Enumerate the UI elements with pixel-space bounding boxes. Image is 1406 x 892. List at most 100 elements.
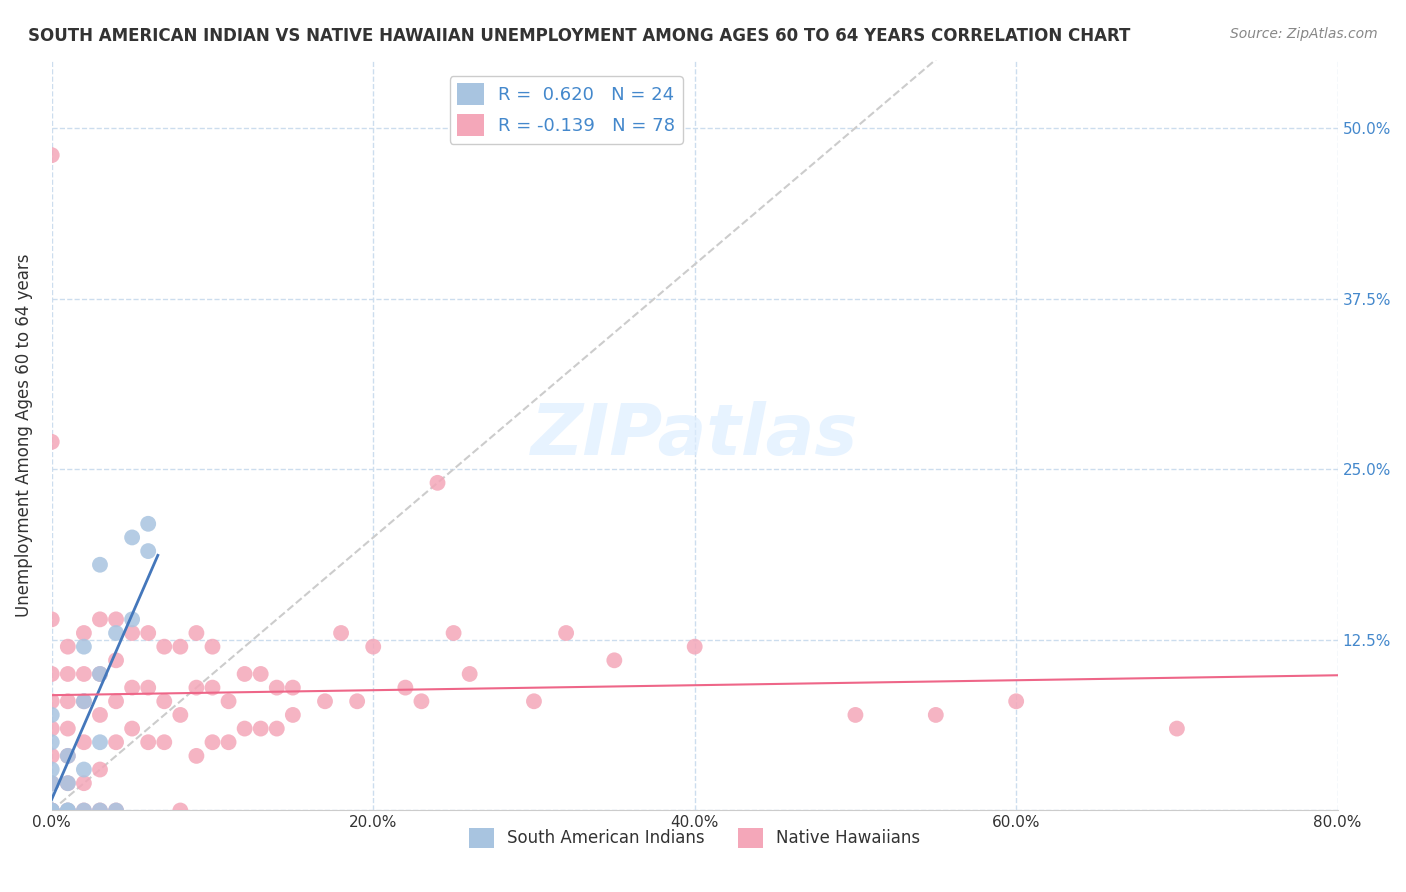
Point — [555, 626, 578, 640]
Point — [41, 804, 63, 818]
Point — [56, 776, 79, 790]
Point — [136, 681, 159, 695]
Point — [56, 776, 79, 790]
Point — [89, 558, 111, 572]
Point — [121, 722, 143, 736]
Point — [73, 626, 96, 640]
Point — [186, 681, 208, 695]
Point — [1005, 694, 1028, 708]
Point — [89, 763, 111, 777]
Point — [153, 640, 176, 654]
Point — [56, 804, 79, 818]
Point — [394, 681, 416, 695]
Point — [73, 735, 96, 749]
Point — [458, 667, 481, 681]
Point — [121, 626, 143, 640]
Point — [89, 735, 111, 749]
Point — [249, 722, 271, 736]
Point — [56, 804, 79, 818]
Point — [186, 748, 208, 763]
Point — [41, 763, 63, 777]
Point — [56, 804, 79, 818]
Point — [249, 667, 271, 681]
Point — [361, 640, 384, 654]
Point — [153, 735, 176, 749]
Point — [41, 776, 63, 790]
Point — [169, 804, 191, 818]
Point — [73, 804, 96, 818]
Point — [218, 694, 240, 708]
Point — [925, 707, 948, 722]
Point — [186, 626, 208, 640]
Point — [56, 667, 79, 681]
Point — [426, 475, 449, 490]
Point — [121, 681, 143, 695]
Point — [201, 640, 224, 654]
Point — [89, 667, 111, 681]
Point — [73, 763, 96, 777]
Point — [105, 804, 128, 818]
Point — [411, 694, 433, 708]
Point — [314, 694, 336, 708]
Point — [41, 722, 63, 736]
Y-axis label: Unemployment Among Ages 60 to 64 years: Unemployment Among Ages 60 to 64 years — [15, 253, 32, 616]
Point — [89, 804, 111, 818]
Point — [41, 776, 63, 790]
Point — [41, 735, 63, 749]
Point — [41, 804, 63, 818]
Point — [41, 612, 63, 626]
Point — [105, 612, 128, 626]
Point — [169, 707, 191, 722]
Point — [121, 531, 143, 545]
Point — [266, 681, 288, 695]
Point — [603, 653, 626, 667]
Point — [89, 667, 111, 681]
Point — [281, 707, 304, 722]
Point — [281, 681, 304, 695]
Text: ZIPatlas: ZIPatlas — [531, 401, 859, 469]
Point — [346, 694, 368, 708]
Point — [41, 667, 63, 681]
Point — [56, 722, 79, 736]
Point — [266, 722, 288, 736]
Point — [136, 544, 159, 558]
Point — [153, 694, 176, 708]
Point — [201, 681, 224, 695]
Point — [201, 735, 224, 749]
Point — [233, 722, 256, 736]
Point — [41, 748, 63, 763]
Point — [56, 748, 79, 763]
Point — [73, 667, 96, 681]
Point — [105, 735, 128, 749]
Point — [844, 707, 866, 722]
Point — [73, 640, 96, 654]
Point — [1166, 722, 1188, 736]
Point — [73, 694, 96, 708]
Point — [73, 694, 96, 708]
Point — [41, 804, 63, 818]
Text: Source: ZipAtlas.com: Source: ZipAtlas.com — [1230, 27, 1378, 41]
Point — [56, 694, 79, 708]
Point — [105, 694, 128, 708]
Text: SOUTH AMERICAN INDIAN VS NATIVE HAWAIIAN UNEMPLOYMENT AMONG AGES 60 TO 64 YEARS : SOUTH AMERICAN INDIAN VS NATIVE HAWAIIAN… — [28, 27, 1130, 45]
Point — [105, 653, 128, 667]
Point — [41, 434, 63, 449]
Point — [105, 804, 128, 818]
Point — [41, 148, 63, 162]
Point — [523, 694, 546, 708]
Point — [233, 667, 256, 681]
Point — [105, 626, 128, 640]
Point — [41, 707, 63, 722]
Point — [169, 640, 191, 654]
Legend: South American Indians, Native Hawaiians: South American Indians, Native Hawaiians — [463, 821, 927, 855]
Point — [41, 694, 63, 708]
Point — [136, 626, 159, 640]
Point — [683, 640, 706, 654]
Point — [41, 804, 63, 818]
Point — [89, 804, 111, 818]
Point — [136, 516, 159, 531]
Point — [121, 612, 143, 626]
Point — [218, 735, 240, 749]
Point — [136, 735, 159, 749]
Point — [73, 776, 96, 790]
